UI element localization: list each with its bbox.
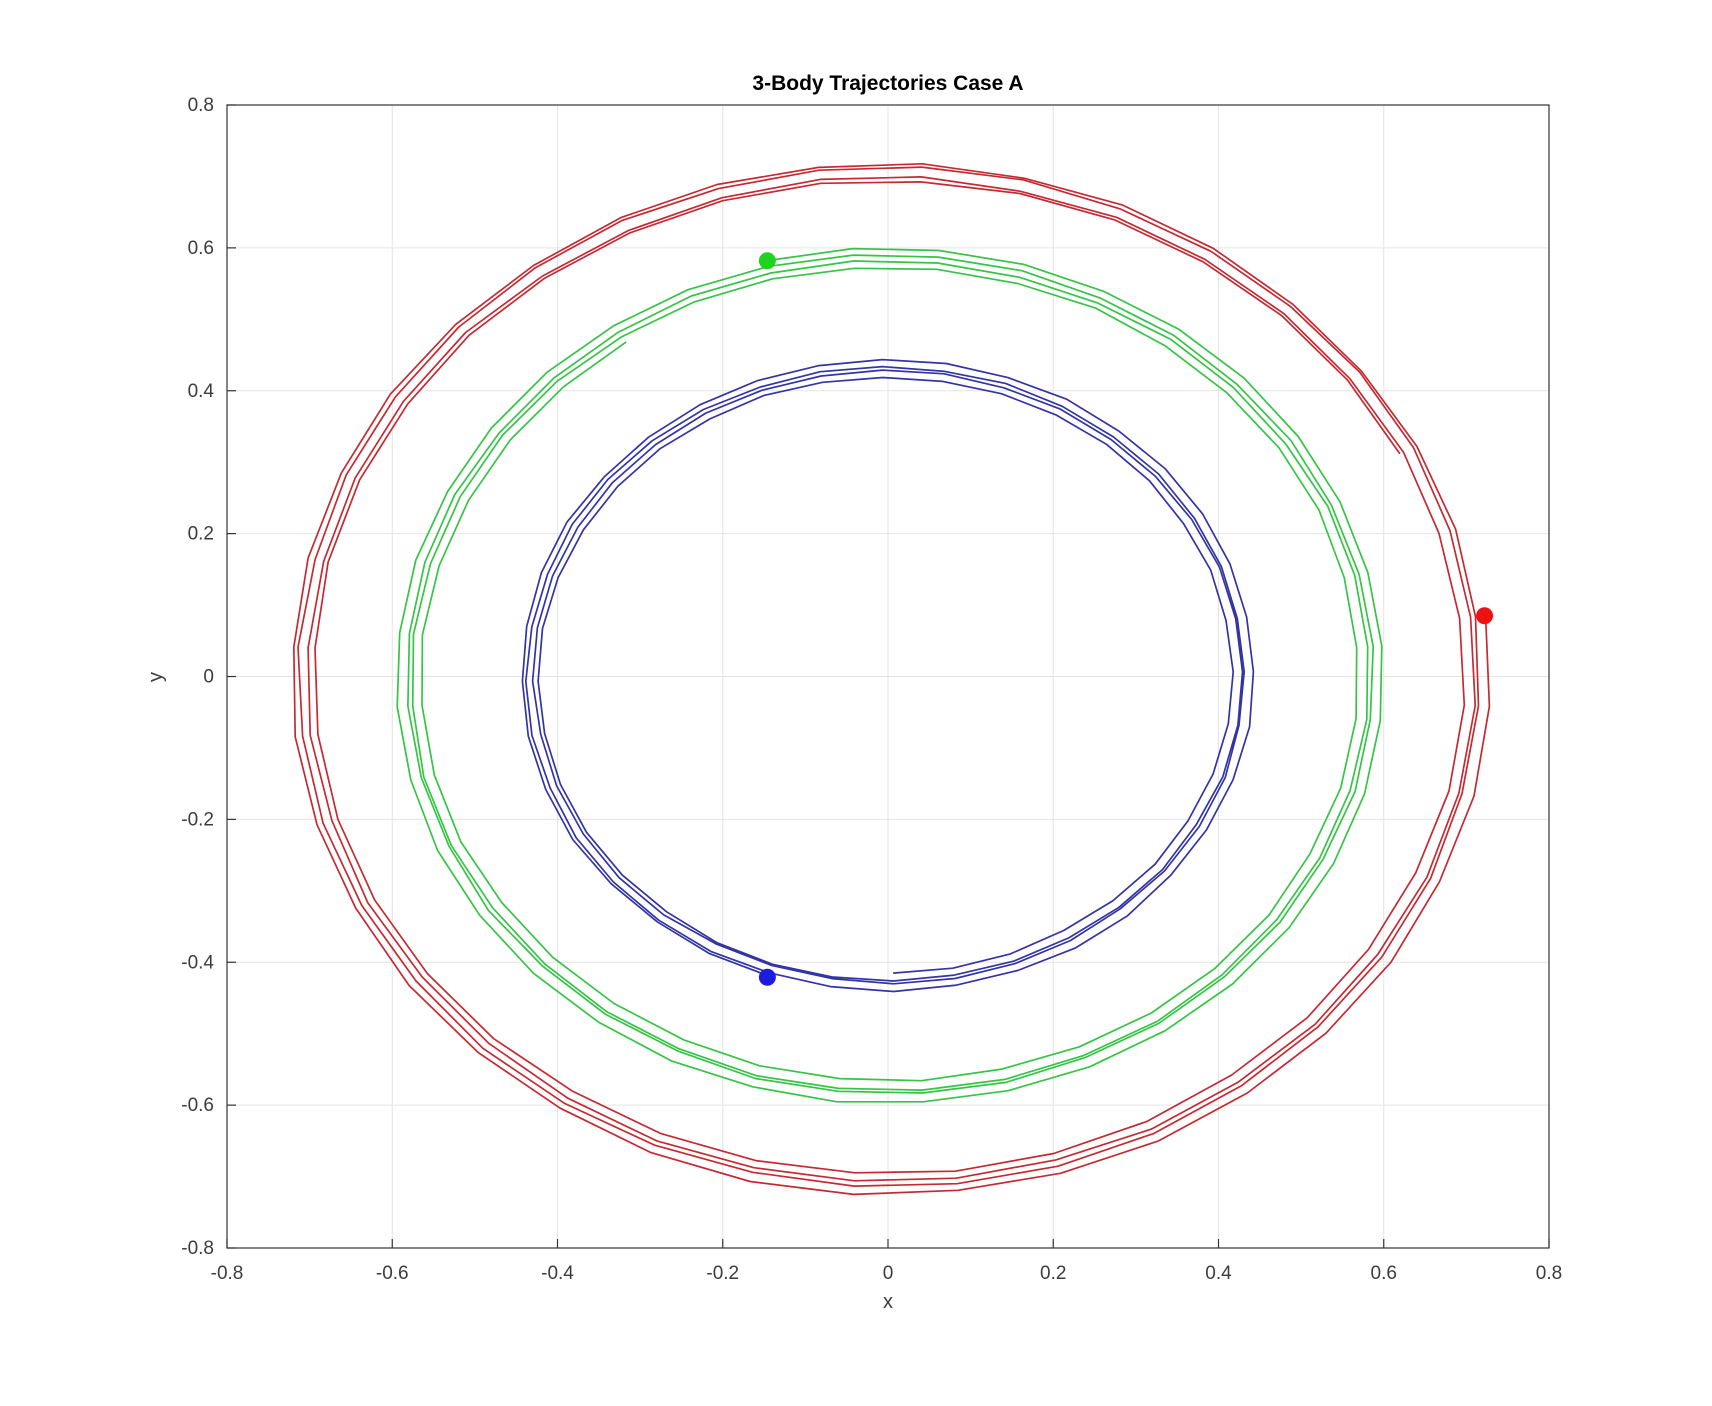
y-axis-label: y — [145, 672, 167, 682]
y-tick-label: 0.6 — [188, 238, 214, 259]
y-tick-label: -0.4 — [181, 952, 214, 973]
marker-body-3-blue — [758, 968, 776, 986]
x-tick-label: 0.2 — [1040, 1263, 1066, 1284]
tick-layer: -0.8 -0.6 -0.4 -0.2 0 0.2 0.4 0.6 0.8 -0.8 -0.6 -0.… — [181, 95, 1562, 1284]
x-tick-label: -0.4 — [541, 1263, 574, 1284]
y-tick-label: -0.2 — [181, 809, 214, 830]
x-tick-label: 0.6 — [1371, 1263, 1397, 1284]
x-tick-label: 0 — [883, 1263, 894, 1284]
x-tick-label: 0.8 — [1536, 1263, 1562, 1284]
trajectory-body-1-red — [292, 162, 1491, 1196]
marker-body-2-green — [758, 252, 776, 270]
y-tick-label: -0.6 — [181, 1095, 214, 1116]
x-axis-label: x — [883, 1291, 893, 1313]
trajectory-body-2-green — [396, 247, 1383, 1103]
x-tick-label: 0.4 — [1205, 1263, 1232, 1284]
y-tick-label: 0.2 — [188, 524, 214, 545]
chart-title: 3-Body Trajectories Case A — [752, 72, 1023, 95]
marker-body-1-red — [1476, 607, 1494, 625]
grid-layer — [226, 104, 1550, 1249]
x-tick-label: -0.6 — [376, 1263, 409, 1284]
x-tick-label: -0.8 — [211, 1263, 244, 1284]
y-tick-label: 0.4 — [188, 381, 215, 402]
y-tick-label: 0.8 — [188, 95, 214, 116]
y-tick-label: -0.8 — [181, 1238, 214, 1259]
x-tick-label: -0.2 — [706, 1263, 739, 1284]
series-layer — [292, 162, 1494, 1196]
y-tick-label: 0 — [203, 667, 214, 688]
trajectory-body-3-blue — [521, 358, 1255, 993]
